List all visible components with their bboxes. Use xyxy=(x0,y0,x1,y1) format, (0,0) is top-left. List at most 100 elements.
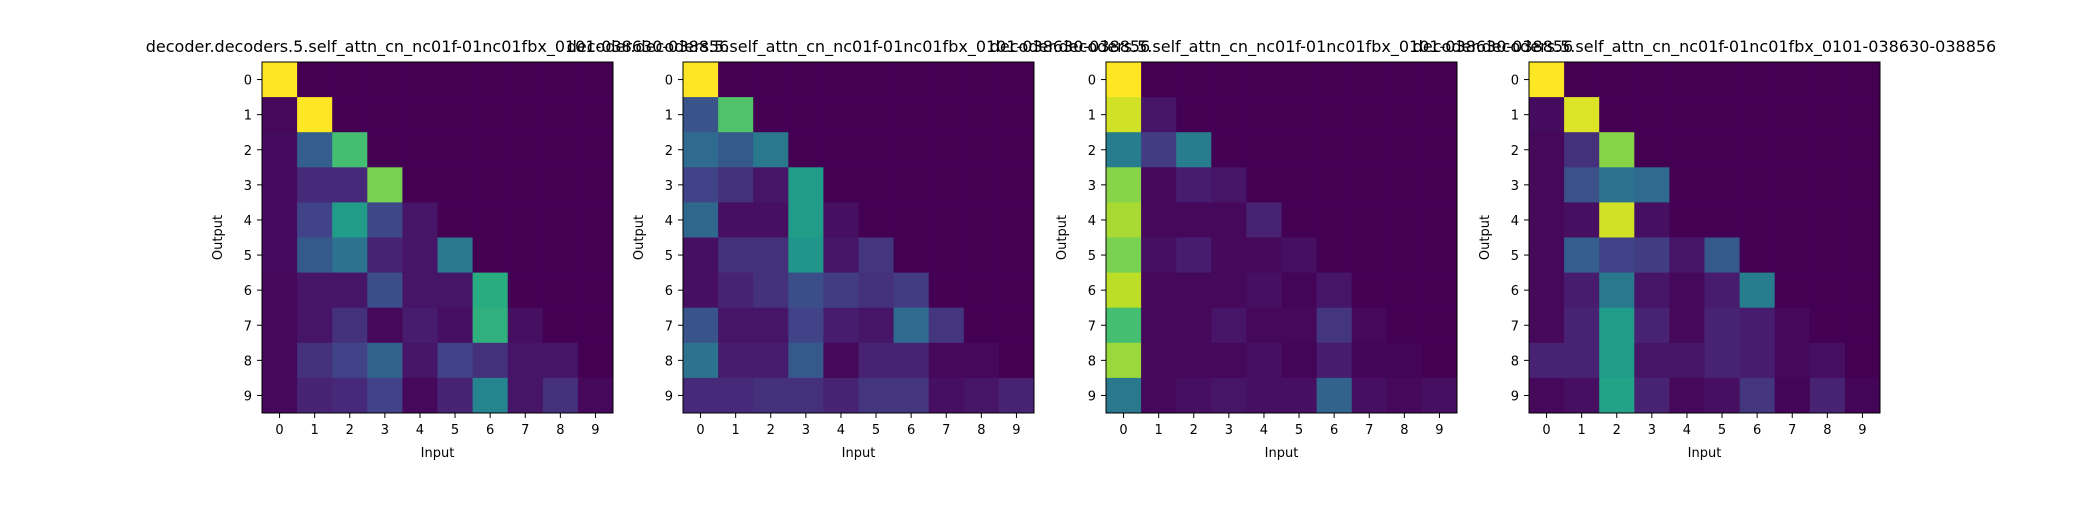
heatmap-cell-r9-c5 xyxy=(1704,377,1740,414)
heatmap-cell-r2-c8 xyxy=(963,132,1000,168)
heatmap-cell-r1-c0 xyxy=(1106,97,1142,133)
heatmap-cell-r6-c9 xyxy=(998,272,1035,309)
heatmap-cell-r3-c2 xyxy=(1176,167,1212,203)
heatmap-cell-r5-c3 xyxy=(1634,237,1670,273)
heatmap-cell-r8-c0 xyxy=(1106,342,1142,379)
heatmap-cell-r3-c0 xyxy=(683,167,719,203)
heatmap-cell-r8-c0 xyxy=(1529,342,1565,379)
heatmap-cell-r6-c2 xyxy=(753,272,789,309)
heatmap-cell-r9-c3 xyxy=(788,377,824,414)
heatmap-cell-r7-c9 xyxy=(1421,307,1458,344)
heatmap-cell-r3-c8 xyxy=(542,167,579,203)
heatmap-cell-r7-c3 xyxy=(367,307,403,344)
heatmap-cell-r7-c7 xyxy=(1351,307,1388,344)
heatmap-cell-r7-c4 xyxy=(1246,307,1282,344)
heatmap-cell-r7-c3 xyxy=(788,307,824,344)
heatmap-cell-r1-c5 xyxy=(858,97,894,133)
chart-title: decoder.decoders.5.self_attn_cn_nc01f-01… xyxy=(1413,37,1996,57)
heatmap-cell-r4-c6 xyxy=(1316,202,1353,238)
heatmap-cell-r4-c9 xyxy=(577,202,614,238)
heatmap-cell-r6-c1 xyxy=(1141,272,1177,309)
heatmap-cell-r2-c6 xyxy=(1739,132,1776,168)
y-tick-label: 0 xyxy=(665,74,673,89)
heatmap-cell-r5-c5 xyxy=(858,237,894,273)
heatmap-cell-r6-c1 xyxy=(1564,272,1600,309)
heatmap-cell-r8-c7 xyxy=(1351,342,1388,379)
heatmap-cell-r1-c4 xyxy=(402,97,438,133)
heatmap-cell-r5-c0 xyxy=(262,237,298,273)
heatmap-cell-r3-c7 xyxy=(507,167,544,203)
heatmap-cell-r4-c1 xyxy=(297,202,333,238)
heatmap-cell-r9-c6 xyxy=(1739,377,1776,414)
x-tick-label: 5 xyxy=(872,423,880,438)
x-tick-label: 0 xyxy=(696,423,704,438)
x-tick-label: 7 xyxy=(1365,423,1373,438)
heatmap-cell-r5-c7 xyxy=(507,237,544,273)
heatmap-cell-r8-c8 xyxy=(542,342,579,379)
heatmap-cell-r8-c3 xyxy=(367,342,403,379)
heatmap-cell-r3-c4 xyxy=(823,167,859,203)
heatmap-cell-r0-c1 xyxy=(1564,62,1600,98)
heatmap-cell-r3-c1 xyxy=(1564,167,1600,203)
heatmap-cell-r0-c4 xyxy=(823,62,859,98)
heatmap-cell-r4-c2 xyxy=(332,202,368,238)
x-axis-label: Input xyxy=(842,446,876,461)
heatmap-cell-r0-c9 xyxy=(1421,62,1458,98)
x-axis-label: Input xyxy=(421,446,455,461)
heatmap-cell-r8-c8 xyxy=(1386,342,1423,379)
heatmap-cell-r4-c0 xyxy=(1106,202,1142,238)
heatmap-cell-r0-c8 xyxy=(542,62,579,98)
heatmap-cell-r2-c3 xyxy=(788,132,824,168)
heatmap-cell-r2-c0 xyxy=(683,132,719,168)
heatmap-cell-r4-c6 xyxy=(893,202,930,238)
heatmap-panel-4: 0 1 2 3 4 5 6 7 8 9 0 1 2 3 4 5 6 7 8 9 Input Output decoder.d… xyxy=(1413,37,1996,461)
x-tick-label: 8 xyxy=(977,423,985,438)
heatmap-cell-r9-c4 xyxy=(402,377,438,414)
heatmap-cell-r2-c7 xyxy=(1351,132,1388,168)
heatmap-cell-r3-c6 xyxy=(893,167,930,203)
heatmap-cell-r9-c3 xyxy=(1634,377,1670,414)
heatmap-cell-r8-c3 xyxy=(1211,342,1247,379)
heatmap-cell-r4-c0 xyxy=(262,202,298,238)
heatmap-cell-r8-c4 xyxy=(823,342,859,379)
heatmap-cell-r8-c1 xyxy=(1141,342,1177,379)
x-tick-label: 6 xyxy=(486,423,494,438)
y-tick-label: 6 xyxy=(1511,284,1519,299)
heatmap-cell-r5-c4 xyxy=(823,237,859,273)
x-tick-label: 6 xyxy=(1330,423,1338,438)
heatmap-cell-r2-c2 xyxy=(1176,132,1212,168)
heatmap-cell-r8-c6 xyxy=(1316,342,1353,379)
heatmap-cell-r9-c0 xyxy=(683,377,719,414)
heatmap-cell-r4-c1 xyxy=(718,202,754,238)
heatmap-cell-r4-c3 xyxy=(788,202,824,238)
heatmap-cell-r2-c2 xyxy=(332,132,368,168)
heatmap-cell-r0-c6 xyxy=(472,62,509,98)
heatmap-cell-r3-c5 xyxy=(858,167,894,203)
heatmap-cell-r4-c3 xyxy=(367,202,403,238)
x-tick-label: 7 xyxy=(1788,423,1796,438)
heatmap-cell-r6-c2 xyxy=(332,272,368,309)
heatmap-cell-r8-c1 xyxy=(718,342,754,379)
heatmap-cell-r1-c7 xyxy=(1351,97,1388,133)
heatmap-cell-r2-c4 xyxy=(1669,132,1705,168)
heatmap-cell-r5-c5 xyxy=(1281,237,1317,273)
heatmap-panel-2: 0 1 2 3 4 5 6 7 8 9 0 1 2 3 4 5 6 7 8 9 Input Output decoder.d… xyxy=(567,37,1150,461)
y-tick-label: 9 xyxy=(665,389,673,404)
heatmap-cell-r2-c4 xyxy=(402,132,438,168)
heatmap-cell-r5-c8 xyxy=(963,237,1000,273)
y-tick-label: 7 xyxy=(1088,319,1096,334)
heatmap-cell-r3-c4 xyxy=(402,167,438,203)
heatmap-cell-r2-c6 xyxy=(472,132,509,168)
heatmap-cell-r2-c4 xyxy=(823,132,859,168)
heatmap-cell-r7-c5 xyxy=(1281,307,1317,344)
heatmap-cell-r5-c8 xyxy=(542,237,579,273)
x-tick-label: 2 xyxy=(1190,423,1198,438)
heatmap-cell-r4-c5 xyxy=(1281,202,1317,238)
heatmap-cell-r2-c4 xyxy=(1246,132,1282,168)
heatmap-cell-r6-c3 xyxy=(1211,272,1247,309)
heatmap-cell-r3-c2 xyxy=(753,167,789,203)
heatmap-cell-r1-c8 xyxy=(1809,97,1846,133)
x-tick-label: 0 xyxy=(1119,423,1127,438)
heatmap-cell-r0-c8 xyxy=(963,62,1000,98)
heatmap-cell-r5-c2 xyxy=(753,237,789,273)
